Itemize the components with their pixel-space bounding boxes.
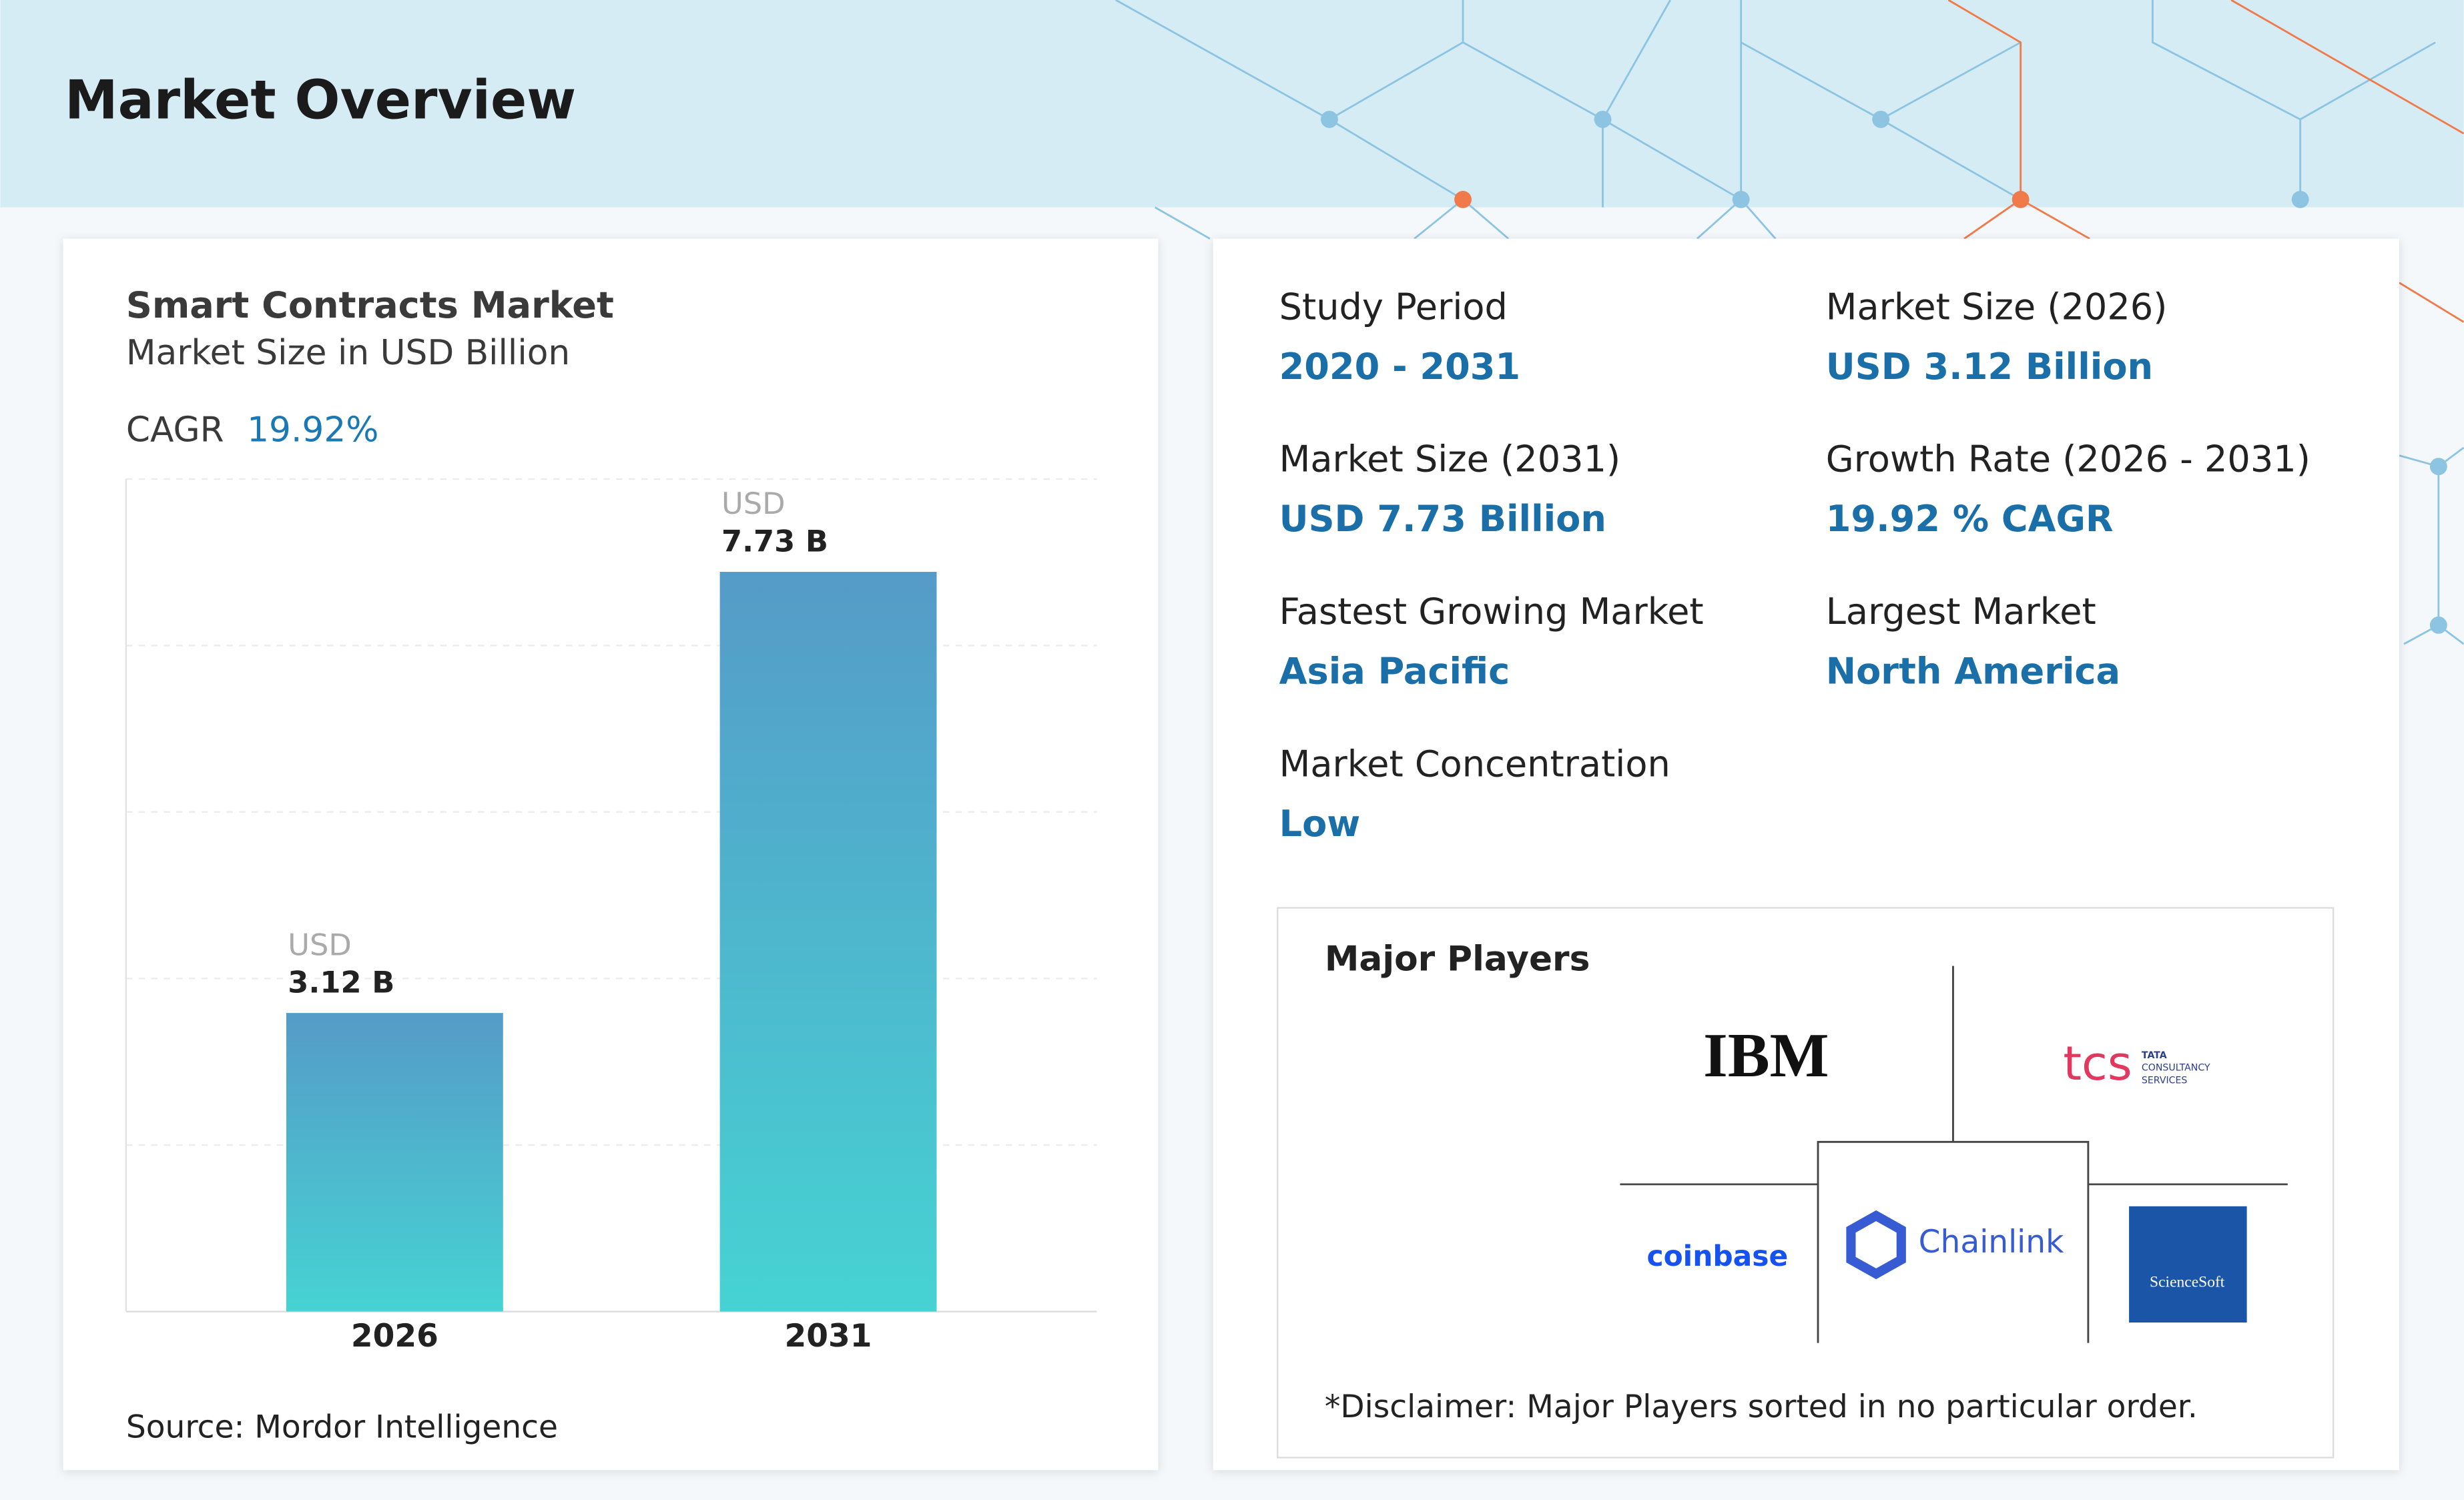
logo-tcs: tcs xyxy=(2063,1036,2132,1091)
value-label: 7.73 B xyxy=(721,524,828,559)
logo-tcs-sub: SERVICES xyxy=(2142,1076,2187,1086)
value-unit: USD xyxy=(288,927,352,962)
stat-value: Asia Pacific xyxy=(1279,650,1510,692)
logo-sciencesoft-box xyxy=(2129,1206,2247,1323)
stat-label: Largest Market xyxy=(1826,591,2096,633)
value-label: 3.12 B xyxy=(288,965,394,1000)
logo-coinbase: coinbase xyxy=(1646,1240,1788,1272)
stat-value: Low xyxy=(1279,803,1361,845)
stat-value: 19.92 % CAGR xyxy=(1826,498,2114,540)
source: Source: Mordor Intelligence xyxy=(126,1409,558,1446)
stats: Study Period 2020 - 2031 Market Size (2026… xyxy=(1279,286,2311,844)
x-tick-label: 2031 xyxy=(785,1318,872,1355)
stat-label: Growth Rate (2026 - 2031) xyxy=(1826,438,2311,480)
players-box xyxy=(1277,907,2335,1459)
logo-sciencesoft: ScienceSoft xyxy=(2150,1274,2225,1291)
stat-label: Study Period xyxy=(1279,286,1508,328)
chart-card xyxy=(63,238,1159,1471)
stat-label: Market Concentration xyxy=(1279,743,1670,785)
stat-value: USD 7.73 Billion xyxy=(1279,498,1606,540)
stat-value: North America xyxy=(1826,650,2120,692)
bar xyxy=(286,1013,503,1312)
header-band xyxy=(0,0,2464,208)
logo-ibm: IBM xyxy=(1703,1021,1829,1090)
stat-label: Market Size (2026) xyxy=(1826,286,2168,328)
page-title: Market Overview xyxy=(65,69,576,131)
bar xyxy=(719,572,937,1312)
x-tick-label: 2026 xyxy=(351,1318,438,1355)
chart-title: Smart Contracts Market xyxy=(126,284,614,326)
cagr-label: CAGR xyxy=(126,410,224,450)
network-nodes xyxy=(1320,110,2447,634)
stat-label: Market Size (2031) xyxy=(1279,438,1621,480)
stat-label: Fastest Growing Market xyxy=(1279,591,1704,633)
disclaimer: *Disclaimer: Major Players sorted in no … xyxy=(1325,1389,2198,1425)
stat-value: USD 3.12 Billion xyxy=(1826,346,2153,388)
logo-chainlink: Chainlink xyxy=(1919,1224,2064,1260)
stat-value: 2020 - 2031 xyxy=(1279,346,1520,388)
value-unit: USD xyxy=(721,486,786,521)
players-grid xyxy=(1620,966,2288,1343)
logo-chainlink-mark xyxy=(1846,1210,1906,1280)
chart-subtitle: Market Size in USD Billion xyxy=(126,333,570,373)
logo-tcs-sub: CONSULTANCY xyxy=(2142,1063,2210,1074)
cagr-value: 19.92% xyxy=(247,410,378,450)
players-title: Major Players xyxy=(1325,940,1590,980)
logo-tcs-sub: TATA xyxy=(2142,1050,2167,1061)
network-decoration-accent xyxy=(1947,0,2464,323)
